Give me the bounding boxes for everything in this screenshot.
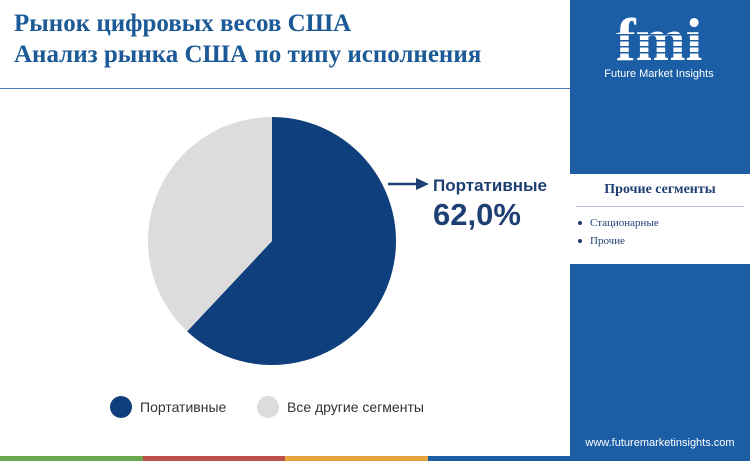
- segments-divider: [576, 206, 744, 207]
- legend-swatch-other: [257, 396, 279, 418]
- legend-item-other: Все другие сегменты: [257, 395, 424, 419]
- legend-label-other: Все другие сегменты: [287, 399, 424, 415]
- legend-swatch-portable: [110, 396, 132, 418]
- segment-label: Прочие: [590, 235, 625, 247]
- other-segments-box: Прочие сегменты Стационарные Прочие: [570, 174, 750, 264]
- bottom-bar-orange: [285, 456, 428, 461]
- fmi-logo: fmi: [616, 10, 706, 73]
- main-panel: Рынок цифровых весов США Анализ рынка СШ…: [0, 8, 570, 461]
- legend-item-portable: Портативные: [110, 395, 226, 419]
- title-divider: [0, 88, 570, 89]
- bottom-color-bar: [0, 456, 570, 461]
- segments-list: Стационарные Прочие: [578, 214, 659, 250]
- website-link[interactable]: www.futuremarketinsights.com: [585, 437, 735, 449]
- bullet-icon: [578, 221, 582, 226]
- title-line-1: Рынок цифровых весов США: [14, 10, 352, 37]
- bottom-bar-blue: [427, 456, 570, 461]
- sidebar: fmi Future Market Insights Прочие сегмен…: [570, 0, 750, 461]
- segment-item: Прочие: [578, 232, 659, 250]
- bottom-bar-red: [142, 456, 285, 461]
- pie-slice-portable: [187, 117, 397, 365]
- callout-arrow-head: [416, 178, 429, 190]
- callout-value: 62,0%: [433, 197, 521, 232]
- pie-chart: [148, 117, 429, 365]
- bottom-bar-green: [0, 456, 143, 461]
- legend-label-portable: Портативные: [140, 399, 227, 415]
- segment-item: Стационарные: [578, 214, 659, 232]
- page-title: Рынок цифровых весов США Анализ рынка СШ…: [14, 8, 481, 70]
- callout-label: Портативные: [433, 176, 548, 195]
- segments-title: Прочие сегменты: [604, 182, 716, 197]
- logo-subtitle: Future Market Insights: [604, 68, 714, 80]
- bullet-icon: [578, 239, 582, 244]
- title-line-2: Анализ рынка США по типу исполнения: [14, 41, 482, 68]
- pie-slice-other: [148, 117, 272, 332]
- segment-label: Стационарные: [590, 217, 659, 229]
